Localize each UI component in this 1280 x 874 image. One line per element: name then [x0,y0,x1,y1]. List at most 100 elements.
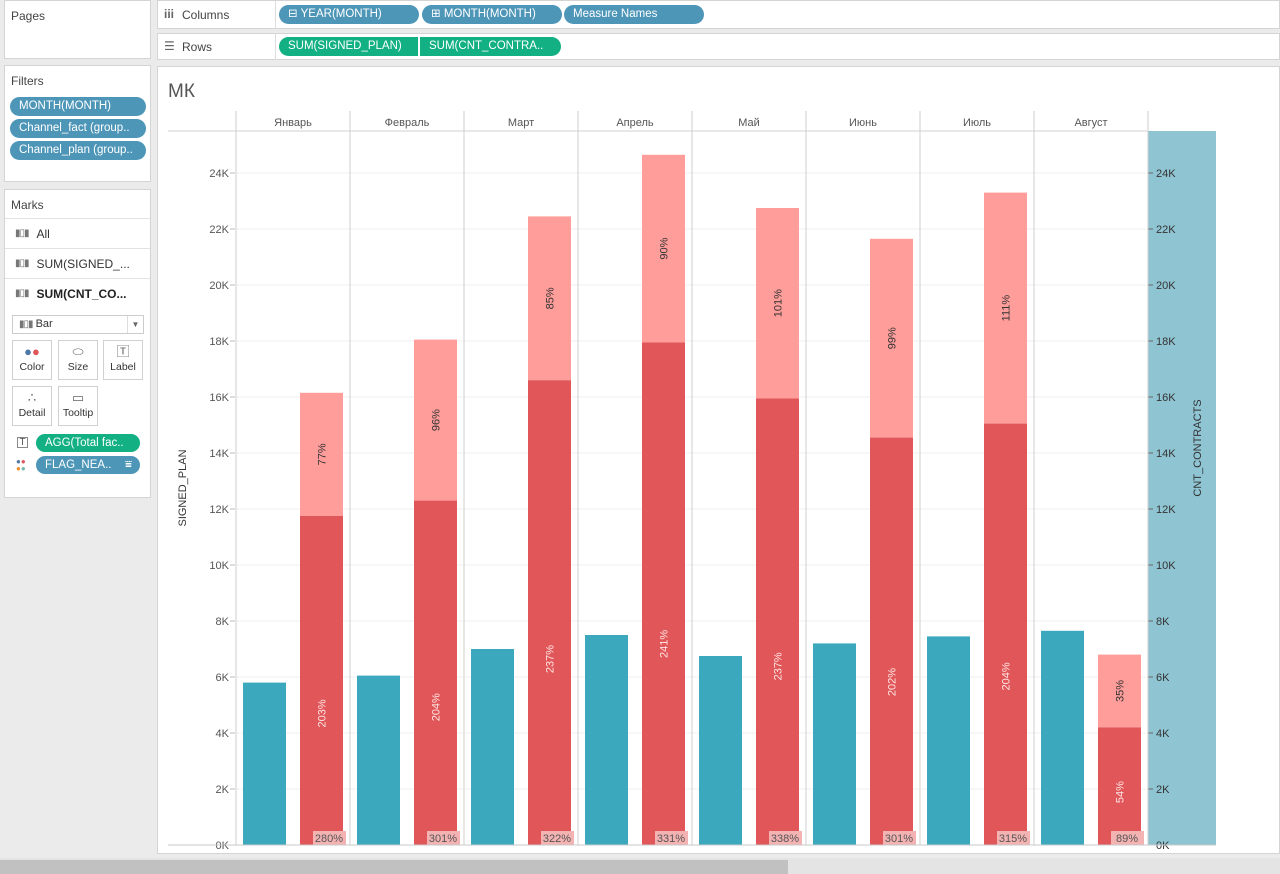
tick-label-left: 14K [209,448,229,460]
chart-view[interactable]: МК 0K 0K 2K 2K 4K 4K 6K 6K 8K 8K 10K 10K 12K 12K 14K 14… [157,66,1280,854]
bottom-label-box [1111,831,1144,845]
collapse-icon: ⊟ [288,8,301,20]
marks-card: Marks ▮▯▮ All ▮▯▮ SUM(SIGNED_... ▮▯▮ SUM(CN… [4,189,151,498]
tick-label-right: 6K [1156,672,1170,684]
month-header: Май [738,117,760,129]
bottom-label-box [655,831,688,845]
bar-upper-segment [528,216,571,381]
columns-shelf[interactable]: iii Columns ⊟ YEAR(MONTH) ⊞ MONTH(MONTH)… [157,0,1280,29]
marks-row-all[interactable]: ▮▯▮ All [5,218,150,248]
tick-label-left: 0K [216,840,230,852]
month-header: Июль [963,117,991,129]
chart-title: МК [168,81,195,102]
rows-pill-signed-plan[interactable]: SUM(SIGNED_PLAN) [279,37,418,56]
data-label-upper: 111% [1001,295,1013,322]
tick-label-right: 2K [1156,784,1170,796]
marks-row-signed-plan[interactable]: ▮▯▮ SUM(SIGNED_... [5,248,150,278]
detail-button[interactable]: ∴ Detail [12,386,52,426]
label-button[interactable]: 🅃 Label [103,340,143,380]
color-button[interactable]: ●● Color [12,340,52,380]
filters-title: Filters [11,74,44,88]
bar-upper-segment [756,208,799,399]
size-button[interactable]: ⬭ Size [58,340,98,380]
data-label-bottom: 331% [657,833,685,845]
color-field-pill[interactable]: FLAG_NEA.. ⩸ [36,456,140,474]
tooltip-button[interactable]: ▭ Tooltip [58,386,98,426]
data-label-lower: 203% [317,699,329,727]
bar-signed-plan [813,643,856,845]
bar-lower-segment [414,500,457,845]
columns-pill-month[interactable]: ⊞ MONTH(MONTH) [422,5,562,24]
filters-card: Filters MONTH(MONTH) Channel_fact (group… [4,65,151,182]
tick-label-left: 10K [209,560,229,572]
month-header: Апрель [616,117,654,129]
tick-label-left: 22K [209,224,229,236]
rows-pill-cnt-contracts[interactable]: SUM(CNT_CONTRA.. [420,37,561,56]
bar-signed-plan [243,682,286,845]
data-label-upper: 85% [545,287,557,309]
pages-shelf[interactable]: Pages [4,0,151,59]
data-label-upper: 90% [659,237,671,259]
data-label-upper: 35% [1115,680,1127,702]
filter-pill-channel-plan[interactable]: Channel_plan (group.. [10,141,146,160]
data-label-bottom: 315% [999,833,1027,845]
month-header: Март [508,117,534,129]
right-axis-band [1148,131,1216,845]
data-label-upper: 99% [887,327,899,349]
data-label-lower: 54% [1115,781,1127,803]
bottom-label-box [883,831,916,845]
tick-label-right: 24K [1156,168,1176,180]
columns-pill-measure-names[interactable]: Measure Names [564,5,704,24]
bottom-label-box [541,831,574,845]
data-label-bottom: 322% [543,833,571,845]
columns-icon: iii [164,7,175,21]
label-field-pill[interactable]: AGG(Total fac.. [36,434,140,452]
bar-signed-plan [699,656,742,845]
marks-row-cnt-contracts[interactable]: ▮▯▮ SUM(CNT_CO... [5,278,150,308]
data-label-bottom: 89% [1116,833,1138,845]
bar-upper-segment [870,238,913,438]
bottom-label-box [997,831,1030,845]
bar-upper-segment [414,339,457,501]
label-field-icon: T [17,437,28,448]
filter-pill-channel-fact[interactable]: Channel_fact (group.. [10,119,146,138]
rows-shelf[interactable]: ☰ Rows SUM(SIGNED_PLAN) SUM(CNT_CONTRA.. [157,33,1280,60]
bar-chart-icon: ▮▯▮ [15,258,29,269]
tick-label-right: 0K [1156,840,1170,852]
tick-label-left: 18K [209,336,229,348]
data-label-bottom: 280% [315,833,343,845]
columns-label: Columns [182,8,230,22]
data-label-lower: 204% [431,693,443,721]
data-label-lower: 237% [773,652,785,680]
bar-signed-plan [585,635,628,845]
left-axis-title: SIGNED_PLAN [177,449,189,526]
bar-upper-segment [642,154,685,343]
bar-lower-segment [984,423,1027,845]
rows-icon: ☰ [164,39,175,53]
tick-label-left: 20K [209,280,229,292]
tick-label-right: 4K [1156,728,1170,740]
bar-lower-segment [756,398,799,845]
detail-icon: ∴ [27,390,37,405]
color-dots-icon: ●● [24,344,40,359]
data-label-lower: 237% [545,645,557,673]
expand-icon: ⊞ [431,8,444,20]
bar-lower-segment [528,380,571,845]
columns-pill-year[interactable]: ⊟ YEAR(MONTH) [279,5,419,24]
bar-signed-plan [471,649,514,845]
tick-label-right: 16K [1156,392,1176,404]
tick-label-right: 12K [1156,504,1176,516]
month-header: Февраль [385,117,430,129]
tick-label-left: 24K [209,168,229,180]
tick-label-left: 16K [209,392,229,404]
bar-lower-segment [642,342,685,845]
filter-pill-month[interactable]: MONTH(MONTH) [10,97,146,116]
scrollbar-thumb[interactable] [0,860,788,874]
data-label-bottom: 301% [885,833,913,845]
bottom-label-box [313,831,346,845]
mark-type-dropdown[interactable]: ▮▯▮ Bar ▼ [12,315,144,334]
month-header: Июнь [849,117,877,129]
bar-upper-segment [984,192,1027,424]
bar-upper-segment [300,392,343,516]
pages-title: Pages [11,9,46,23]
